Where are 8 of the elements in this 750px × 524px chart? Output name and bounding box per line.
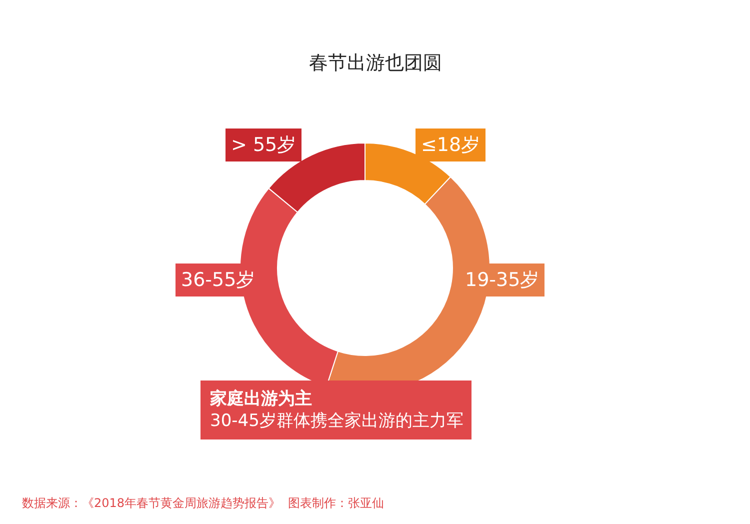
slice-label: 36-55岁: [181, 269, 256, 291]
slice-label: 19-35岁: [465, 269, 540, 291]
text: 30-45岁群体携全家出游的主力军: [210, 411, 464, 432]
slice-label: ≤18岁: [421, 134, 480, 156]
source-note: 数据来源：《2018年春节黄金周旅游趋势报告》 图表制作：张亚仙: [22, 496, 384, 510]
text: 家庭出游为主: [209, 389, 312, 409]
slice-label: > 55岁: [231, 134, 296, 156]
chart-title: 春节出游也团圆: [309, 52, 442, 74]
